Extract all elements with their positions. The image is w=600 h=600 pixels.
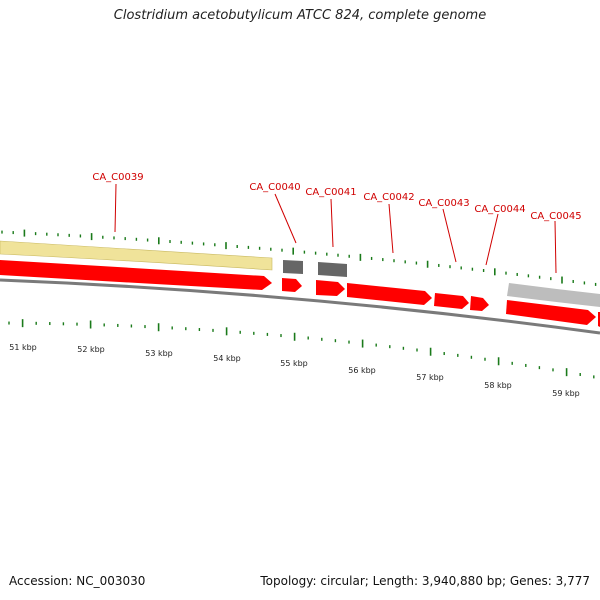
label-leaders: [114, 183, 557, 274]
scale-label-52kbp: 52 kbp: [77, 345, 105, 354]
genome-backbone: [0, 278, 600, 335]
highlight-band: [0, 240, 273, 271]
gene-arrow-ca-c0040: [282, 278, 302, 292]
gene-arrow-ca-c0044: [470, 296, 489, 311]
gene-label-ca-c0045: CA_C0045: [530, 211, 581, 222]
feature-block-3: [507, 283, 600, 307]
gene-label-ca-c0040: CA_C0040: [249, 182, 300, 193]
scale-label-59kbp: 59 kbp: [552, 389, 580, 398]
scale-label-57kbp: 57 kbp: [416, 373, 444, 382]
gene-arrows: [0, 260, 600, 327]
gene-label-ca-c0041: CA_C0041: [305, 187, 356, 198]
scale-label-58kbp: 58 kbp: [484, 381, 512, 390]
gene-arrow-ca-c0043: [434, 293, 469, 309]
scale-label-54kbp: 54 kbp: [213, 354, 241, 363]
gene-arrow-ca-c0039: [0, 260, 272, 290]
gene-arrow-ca-c0041: [316, 280, 345, 296]
feature-block-1: [283, 260, 303, 274]
outer-tick-marks: [1, 229, 597, 286]
gene-label-ca-c0042: CA_C0042: [363, 192, 414, 203]
scale-label-56kbp: 56 kbp: [348, 366, 376, 375]
genome-title: Clostridium acetobutylicum ATCC 824, com…: [113, 8, 487, 23]
scale-label-51kbp: 51 kbp: [9, 343, 37, 352]
gene-label-ca-c0039: CA_C0039: [92, 172, 143, 183]
gene-label-ca-c0044: CA_C0044: [474, 204, 525, 215]
accession-text: Accession: NC_003030: [9, 574, 146, 588]
scale-tick-marks: [8, 319, 595, 379]
genome-summary-text: Topology: circular; Length: 3,940,880 bp…: [260, 574, 590, 588]
gene-arrow-ca-c0042: [347, 283, 432, 305]
scale-label-55kbp: 55 kbp: [280, 359, 308, 368]
gene-arrow-ca-c0045: [506, 300, 596, 325]
scale-label-53kbp: 53 kbp: [145, 349, 173, 358]
feature-block-2: [318, 262, 347, 277]
gene-label-ca-c0043: CA_C0043: [418, 198, 469, 209]
